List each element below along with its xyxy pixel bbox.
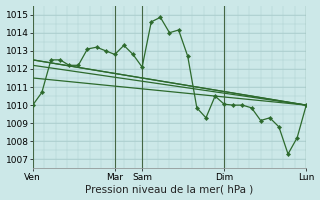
X-axis label: Pression niveau de la mer( hPa ): Pression niveau de la mer( hPa ): [85, 184, 254, 194]
